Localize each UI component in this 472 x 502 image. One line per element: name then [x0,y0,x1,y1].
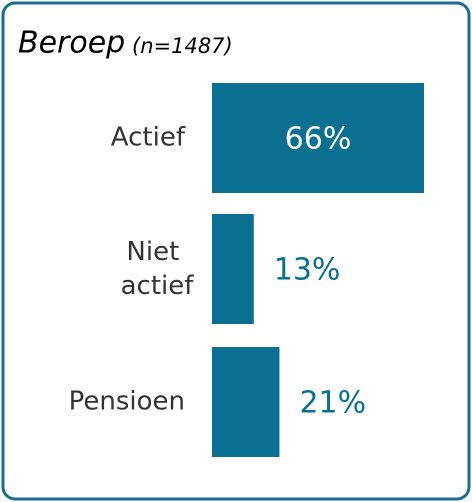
value-label: 13% [274,253,341,288]
chart-subtitle: (n=1487) [132,34,233,58]
value-label: 66% [285,122,352,157]
category-label: Niet actief [121,237,195,301]
category-label: Pensioen [69,387,185,417]
bar [212,83,424,193]
value-label: 21% [299,386,366,421]
chart-title: Beroep [18,26,125,61]
bar [212,214,254,324]
bar [212,347,280,457]
category-label: Actief [111,123,186,153]
